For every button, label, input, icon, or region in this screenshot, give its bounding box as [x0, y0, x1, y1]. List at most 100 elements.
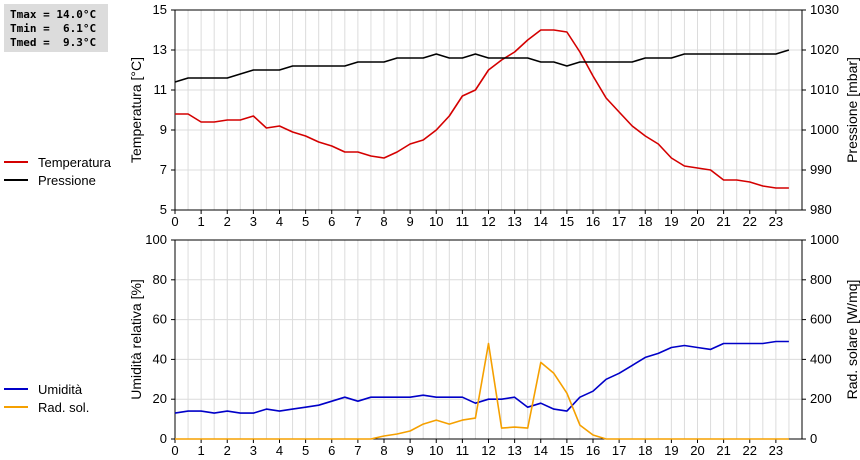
x-tick-label: 13 [507, 443, 521, 458]
x-tick-label: 18 [638, 443, 652, 458]
y-tick-label: 20 [153, 391, 167, 406]
legend-line-umidita [4, 388, 28, 390]
x-tick-label: 9 [407, 443, 414, 458]
x-tick-label: 1 [198, 443, 205, 458]
legend-bottom: Umidità Rad. sol. [4, 380, 89, 416]
x-tick-label: 22 [743, 214, 757, 229]
y2-tick-label: 980 [810, 202, 832, 217]
x-tick-label: 12 [481, 443, 495, 458]
legend-item-umidita: Umidità [4, 380, 89, 398]
legend-line-rad-sol [4, 406, 28, 408]
y-tick-label: 5 [160, 202, 167, 217]
y-tick-label: 100 [145, 232, 167, 247]
y-tick-label: 9 [160, 122, 167, 137]
x-tick-label: 6 [328, 443, 335, 458]
y-tick-label: 15 [153, 2, 167, 17]
y2-axis-title: Pressione [mbar] [844, 57, 860, 163]
x-tick-label: 11 [456, 443, 470, 458]
tmax-text: Tmax = 14.0°C [10, 8, 97, 21]
y2-tick-label: 600 [810, 312, 832, 327]
y2-tick-label: 0 [810, 431, 817, 446]
legend-label-temperatura: Temperatura [38, 154, 111, 170]
y-axis-title: Umidità relativa [%] [128, 279, 144, 400]
series-line-temperatura [175, 29, 789, 189]
x-tick-label: 3 [250, 443, 257, 458]
series-line-umidit [174, 340, 789, 414]
legend-label-rad-sol: Rad. sol. [38, 399, 90, 415]
x-tick-label: 20 [690, 443, 704, 458]
x-tick-label: 4 [276, 214, 283, 229]
x-tick-label: 19 [664, 443, 678, 458]
x-tick-label: 6 [328, 214, 335, 229]
x-tick-label: 8 [380, 214, 387, 229]
legend-line-temperatura [4, 161, 28, 163]
tmin-text: Tmin = 6.1°C [10, 22, 97, 35]
y-tick-label: 11 [154, 82, 168, 97]
y-tick-label: 80 [153, 272, 167, 287]
x-tick-label: 5 [302, 443, 309, 458]
y2-tick-label: 1000 [810, 232, 839, 247]
chart-panel-2: 0 1 2 3 4 5 6 7 8 9 10 11 12 13 14 15 16 17 18 19 20 21 22 2302… [128, 232, 860, 458]
y-tick-label: 13 [153, 42, 167, 57]
series-line-pressione [174, 49, 790, 83]
x-tick-label: 15 [560, 443, 574, 458]
y2-tick-label: 1000 [810, 122, 839, 137]
y2-tick-label: 1020 [810, 42, 839, 57]
y-tick-label: 0 [160, 431, 167, 446]
legend-item-temperatura: Temperatura [4, 153, 111, 171]
y2-tick-label: 1010 [810, 82, 839, 97]
x-tick-label: 23 [769, 214, 783, 229]
x-tick-label: 23 [769, 443, 783, 458]
y-tick-label: 7 [160, 162, 167, 177]
y2-tick-label: 800 [810, 272, 832, 287]
legend-top: Temperatura Pressione [4, 153, 111, 189]
y2-tick-label: 200 [810, 391, 832, 406]
x-tick-label: 17 [612, 214, 626, 229]
x-tick-label: 16 [586, 214, 600, 229]
x-tick-label: 1 [198, 214, 205, 229]
x-tick-label: 14 [534, 443, 548, 458]
x-tick-label: 9 [407, 214, 414, 229]
x-tick-label: 21 [716, 443, 730, 458]
x-tick-label: 14 [534, 214, 548, 229]
legend-item-pressione: Pressione [4, 171, 111, 189]
legend-item-rad-sol: Rad. sol. [4, 398, 89, 416]
y2-tick-label: 400 [810, 351, 832, 366]
x-tick-label: 20 [690, 214, 704, 229]
x-tick-label: 22 [743, 443, 757, 458]
x-tick-label: 7 [354, 443, 361, 458]
y-axis-title: Temperatura [°C] [128, 57, 144, 163]
x-tick-label: 17 [612, 443, 626, 458]
x-tick-label: 0 [171, 443, 178, 458]
x-tick-label: 15 [560, 214, 574, 229]
x-tick-label: 10 [429, 214, 443, 229]
x-tick-label: 2 [224, 214, 231, 229]
x-tick-label: 13 [507, 214, 521, 229]
y-tick-label: 40 [153, 351, 167, 366]
y2-tick-label: 990 [810, 162, 832, 177]
x-tick-label: 5 [302, 214, 309, 229]
x-tick-label: 8 [380, 443, 387, 458]
x-tick-label: 7 [354, 214, 361, 229]
tmed-text: Tmed = 9.3°C [10, 36, 97, 49]
stats-box: Tmax = 14.0°C Tmin = 6.1°C Tmed = 9.3°C [4, 4, 108, 52]
legend-label-umidita: Umidità [38, 381, 83, 397]
x-tick-label: 11 [456, 214, 470, 229]
x-tick-label: 0 [171, 214, 178, 229]
series-line-rad-sol [175, 342, 789, 440]
x-tick-label: 10 [429, 443, 443, 458]
x-tick-label: 21 [716, 214, 730, 229]
x-tick-label: 19 [664, 214, 678, 229]
y2-axis-title: Rad. solare [W/mq] [844, 280, 860, 400]
chart-panel-1: 0 1 2 3 4 5 6 7 8 9 10 11 12 13 14 15 16 17 18 19 20 21 22 2357… [128, 2, 860, 229]
x-tick-label: 18 [638, 214, 652, 229]
x-tick-label: 12 [481, 214, 495, 229]
x-tick-label: 16 [586, 443, 600, 458]
x-tick-label: 4 [276, 443, 283, 458]
legend-line-pressione [4, 179, 28, 181]
legend-label-pressione: Pressione [38, 172, 96, 188]
y2-tick-label: 1030 [810, 2, 839, 17]
x-tick-label: 2 [224, 443, 231, 458]
x-tick-label: 3 [250, 214, 257, 229]
